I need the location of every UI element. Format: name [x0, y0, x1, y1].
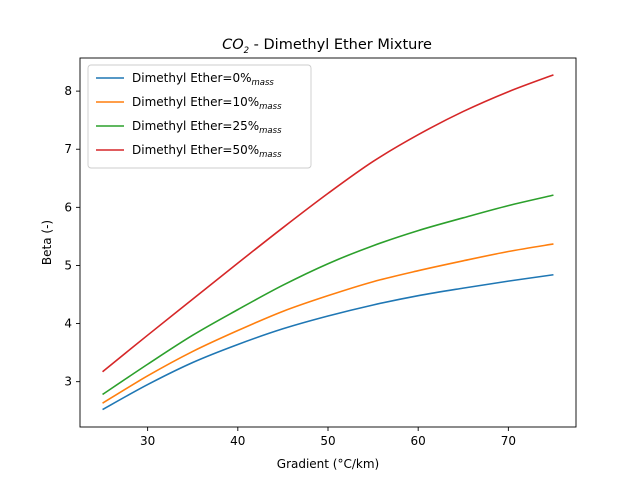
axis-ticks: 30 40 50 60 70 3 4 5 6 7 8 — [64, 84, 516, 448]
series-line-3 — [102, 74, 554, 373]
x-tick-label-3: 60 — [411, 434, 426, 448]
series-line-0 — [102, 273, 554, 411]
y-tick-label-1: 4 — [64, 317, 72, 331]
legend-label-3: Dimethyl Ether=50%mass — [132, 143, 282, 160]
x-tick-label-0: 30 — [140, 434, 155, 448]
legend-label-1: Dimethyl Ether=10%mass — [132, 95, 282, 112]
x-tick-label-2: 50 — [320, 434, 335, 448]
legend-label-0: Dimethyl Ether=0%mass — [132, 71, 274, 88]
y-tick-label-2: 5 — [64, 258, 72, 272]
y-axis-label: Beta (-) — [40, 220, 54, 265]
y-tick-label-3: 6 — [64, 200, 72, 214]
x-tick-label-4: 70 — [501, 434, 516, 448]
legend-label-2: Dimethyl Ether=25%mass — [132, 119, 282, 136]
series-line-2 — [102, 194, 554, 396]
legend-box — [87, 64, 312, 169]
y-tick-label-5: 8 — [64, 84, 72, 98]
y-tick-label-0: 3 — [64, 375, 72, 389]
legend: Dimethyl Ether=0%mass Dimethyl Ether=10%m… — [87, 64, 312, 169]
x-tick-label-1: 40 — [230, 434, 245, 448]
chart-title: CO2 - Dimethyl Ether Mixture — [222, 37, 432, 56]
plot-lines — [102, 74, 554, 411]
plot-frame — [79, 57, 577, 428]
series-line-1 — [102, 243, 554, 404]
x-axis-label: Gradient (°C/km) — [277, 457, 379, 471]
y-tick-label-4: 7 — [64, 142, 72, 156]
